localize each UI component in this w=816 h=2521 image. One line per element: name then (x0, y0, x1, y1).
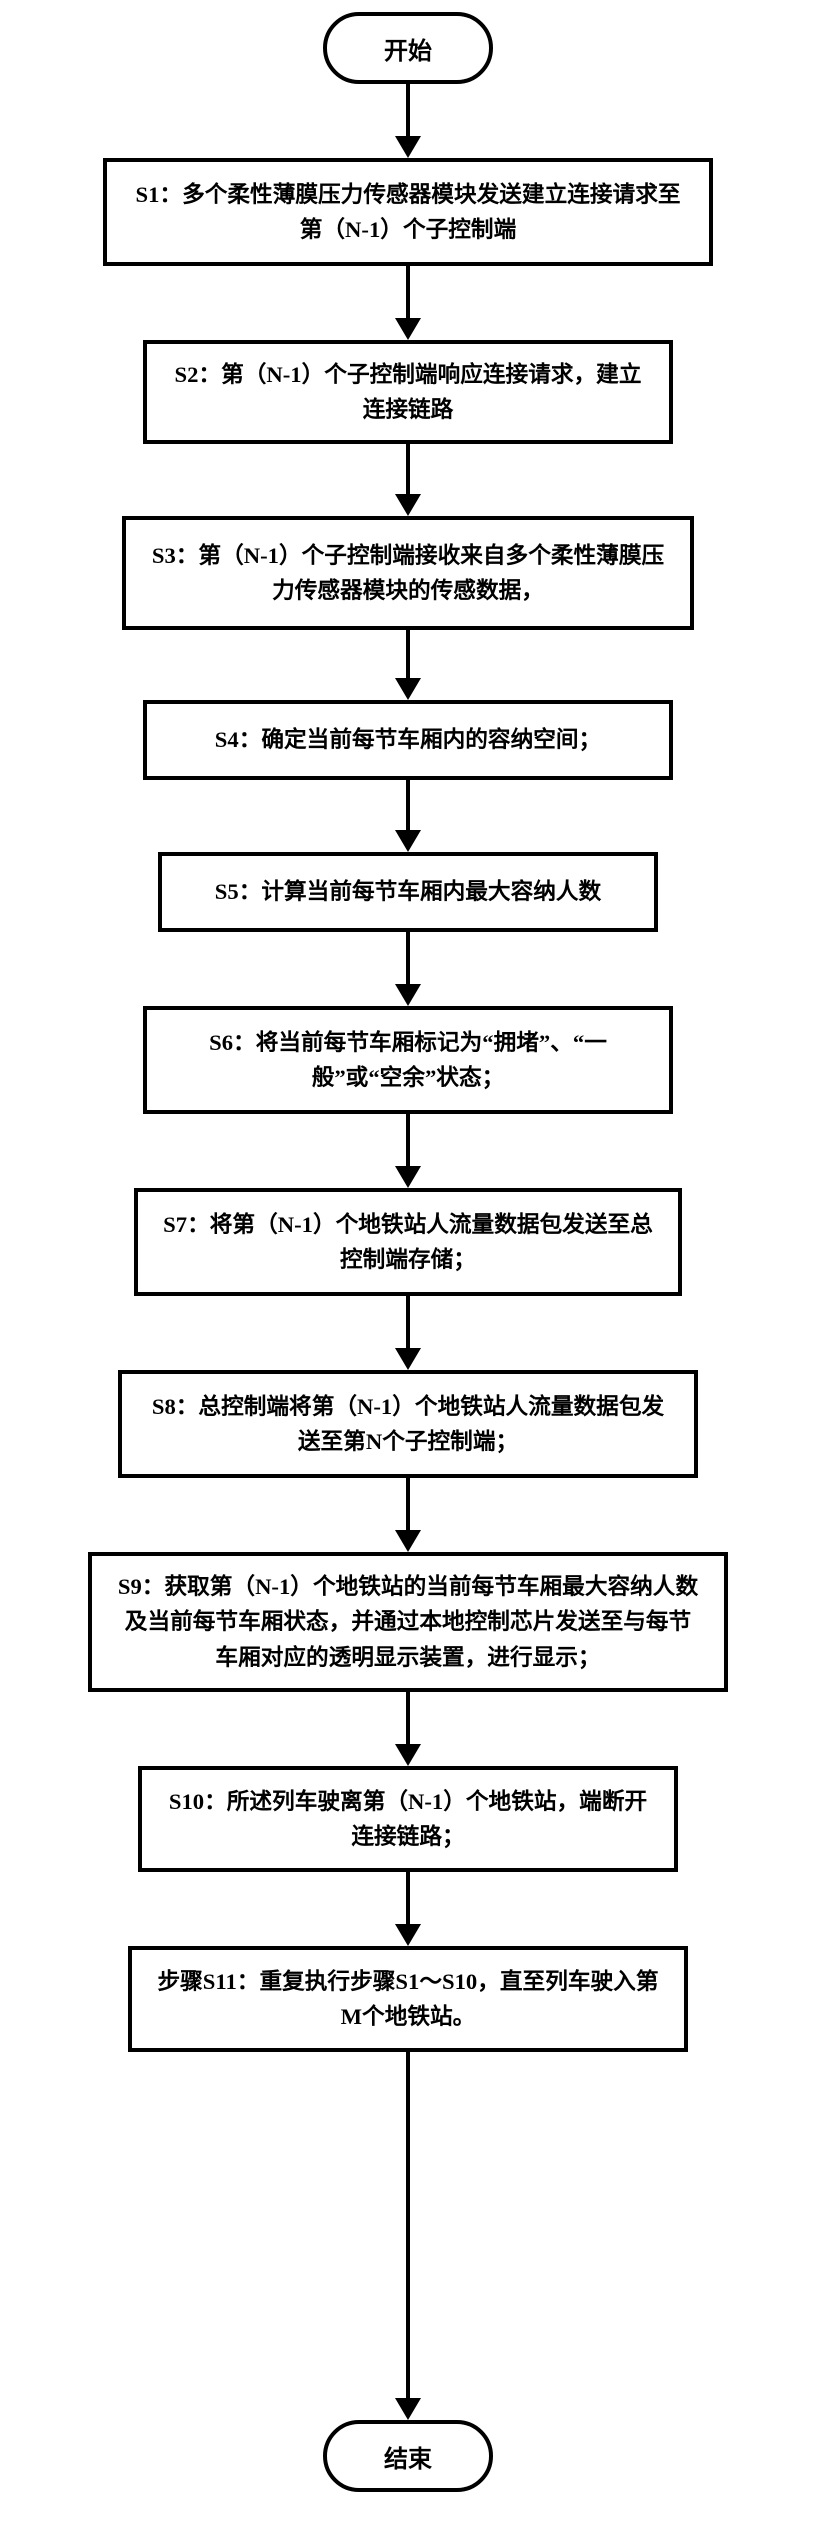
arrow-head-1 (395, 318, 421, 340)
process-s4: S4：确定当前每节车厢内的容纳空间； (143, 700, 673, 780)
process-s9: S9：获取第（N-1）个地铁站的当前每节车厢最大容纳人数及当前每节车厢状态，并通… (88, 1552, 728, 1692)
arrow-head-5 (395, 984, 421, 1006)
arrow-shaft-0 (406, 84, 410, 136)
process-text-s10: S10：所述列车驶离第（N-1）个地铁站，端断开连接链路； (164, 1784, 652, 1854)
arrow-shaft-9 (406, 1692, 410, 1744)
start-label: 开始 (384, 31, 432, 66)
process-s8: S8：总控制端将第（N-1）个地铁站人流量数据包发送至第N个子控制端； (118, 1370, 698, 1478)
flowchart-canvas: 开始 S1：多个柔性薄膜压力传感器模块发送建立连接请求至第（N-1）个子控制端 S2… (0, 0, 816, 2521)
start-terminator: 开始 (323, 12, 493, 84)
process-text-s5: S5：计算当前每节车厢内最大容纳人数 (215, 874, 601, 909)
process-text-s7: S7：将第（N-1）个地铁站人流量数据包发送至总控制端存储； (160, 1207, 656, 1277)
arrow-head-7 (395, 1348, 421, 1370)
arrow-head-8 (395, 1530, 421, 1552)
arrow-head-10 (395, 1924, 421, 1946)
arrow-shaft-3 (406, 630, 410, 678)
arrow-shaft-2 (406, 444, 410, 494)
arrow-head-6 (395, 1166, 421, 1188)
process-text-s2: S2：第（N-1）个子控制端响应连接请求，建立连接链路 (169, 357, 647, 427)
process-text-s3: S3：第（N-1）个子控制端接收来自多个柔性薄膜压力传感器模块的传感数据， (148, 538, 668, 608)
arrow-shaft-7 (406, 1296, 410, 1348)
process-s7: S7：将第（N-1）个地铁站人流量数据包发送至总控制端存储； (134, 1188, 682, 1296)
process-s1: S1：多个柔性薄膜压力传感器模块发送建立连接请求至第（N-1）个子控制端 (103, 158, 713, 266)
arrow-shaft-10 (406, 1872, 410, 1924)
process-s11: 步骤S11：重复执行步骤S1～S10，直至列车驶入第M个地铁站。 (128, 1946, 688, 2052)
arrow-shaft-1 (406, 266, 410, 318)
arrow-shaft-11 (406, 2052, 410, 2398)
arrow-shaft-6 (406, 1114, 410, 1166)
process-text-s9: S9：获取第（N-1）个地铁站的当前每节车厢最大容纳人数及当前每节车厢状态，并通… (114, 1569, 702, 1674)
process-s3: S3：第（N-1）个子控制端接收来自多个柔性薄膜压力传感器模块的传感数据， (122, 516, 694, 630)
process-text-s4: S4：确定当前每节车厢内的容纳空间； (215, 722, 601, 757)
process-text-s11: 步骤S11：重复执行步骤S1～S10，直至列车驶入第M个地铁站。 (154, 1964, 662, 2034)
arrow-head-0 (395, 136, 421, 158)
process-text-s1: S1：多个柔性薄膜压力传感器模块发送建立连接请求至第（N-1）个子控制端 (129, 177, 687, 247)
end-terminator: 结束 (323, 2420, 493, 2492)
process-text-s6: S6：将当前每节车厢标记为“拥堵”、“一般”或“空余”状态； (169, 1025, 647, 1095)
arrow-shaft-8 (406, 1478, 410, 1530)
process-s10: S10：所述列车驶离第（N-1）个地铁站，端断开连接链路； (138, 1766, 678, 1872)
arrow-head-2 (395, 494, 421, 516)
process-text-s8: S8：总控制端将第（N-1）个地铁站人流量数据包发送至第N个子控制端； (144, 1389, 672, 1459)
arrow-shaft-4 (406, 780, 410, 830)
process-s6: S6：将当前每节车厢标记为“拥堵”、“一般”或“空余”状态； (143, 1006, 673, 1114)
process-s5: S5：计算当前每节车厢内最大容纳人数 (158, 852, 658, 932)
arrow-shaft-5 (406, 932, 410, 984)
arrow-head-4 (395, 830, 421, 852)
process-s2: S2：第（N-1）个子控制端响应连接请求，建立连接链路 (143, 340, 673, 444)
arrow-head-3 (395, 678, 421, 700)
arrow-head-9 (395, 1744, 421, 1766)
end-label: 结束 (384, 2439, 432, 2474)
arrow-head-11 (395, 2398, 421, 2420)
